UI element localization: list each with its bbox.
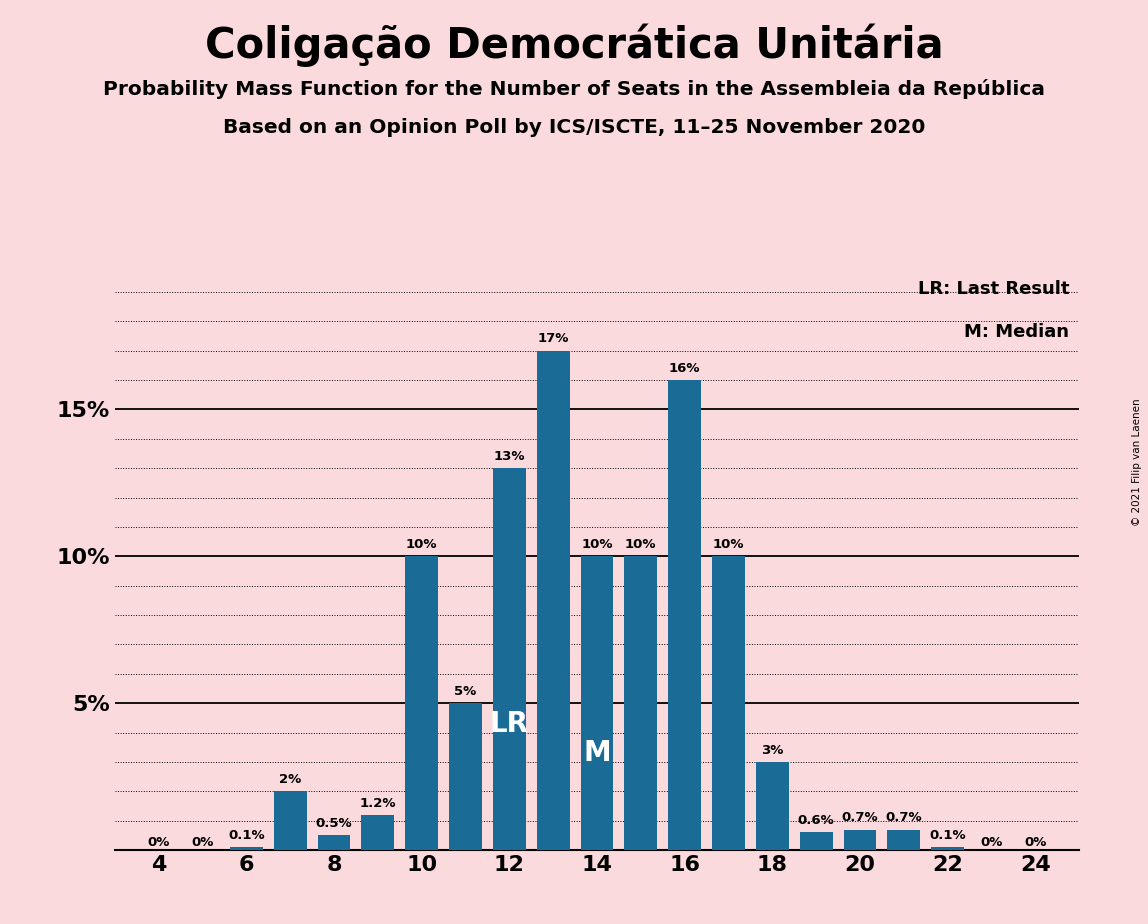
Text: 0.5%: 0.5% [316, 817, 352, 830]
Text: © 2021 Filip van Laenen: © 2021 Filip van Laenen [1132, 398, 1142, 526]
Text: Probability Mass Function for the Number of Seats in the Assembleia da República: Probability Mass Function for the Number… [103, 79, 1045, 99]
Text: 10%: 10% [406, 538, 437, 551]
Text: 0.6%: 0.6% [798, 814, 835, 827]
Text: 0.7%: 0.7% [841, 811, 878, 824]
Bar [492, 468, 526, 850]
Text: 0%: 0% [980, 835, 1002, 848]
Bar [230, 847, 263, 850]
Text: 16%: 16% [669, 361, 700, 375]
Bar [273, 791, 307, 850]
Text: 3%: 3% [761, 744, 783, 757]
Text: 5%: 5% [455, 685, 476, 698]
Text: Based on an Opinion Poll by ICS/ISCTE, 11–25 November 2020: Based on an Opinion Poll by ICS/ISCTE, 1… [223, 118, 925, 138]
Text: LR: LR [490, 710, 529, 738]
Text: 2%: 2% [279, 773, 301, 786]
Bar [449, 703, 482, 850]
Text: 17%: 17% [537, 333, 568, 346]
Text: 0.1%: 0.1% [228, 829, 264, 842]
Bar [625, 556, 657, 850]
Text: 10%: 10% [581, 538, 613, 551]
Bar [712, 556, 745, 850]
Bar [318, 835, 350, 850]
Bar [844, 830, 876, 850]
Bar [931, 847, 964, 850]
Bar [405, 556, 439, 850]
Text: 0%: 0% [147, 835, 170, 848]
Bar [755, 762, 789, 850]
Text: 13%: 13% [494, 450, 525, 463]
Text: M: M [583, 739, 611, 767]
Bar [887, 830, 921, 850]
Text: Coligação Democrática Unitária: Coligação Democrática Unitária [204, 23, 944, 67]
Text: 1.2%: 1.2% [359, 796, 396, 809]
Bar [537, 350, 569, 850]
Text: 0.1%: 0.1% [930, 829, 965, 842]
Text: M: Median: M: Median [964, 323, 1070, 341]
Bar [800, 833, 832, 850]
Text: 10%: 10% [625, 538, 657, 551]
Bar [668, 380, 701, 850]
Text: LR: Last Result: LR: Last Result [918, 280, 1070, 298]
Text: 10%: 10% [713, 538, 744, 551]
Text: 0%: 0% [192, 835, 214, 848]
Text: 0%: 0% [1024, 835, 1047, 848]
Bar [362, 815, 394, 850]
Bar [581, 556, 613, 850]
Text: 0.7%: 0.7% [885, 811, 922, 824]
